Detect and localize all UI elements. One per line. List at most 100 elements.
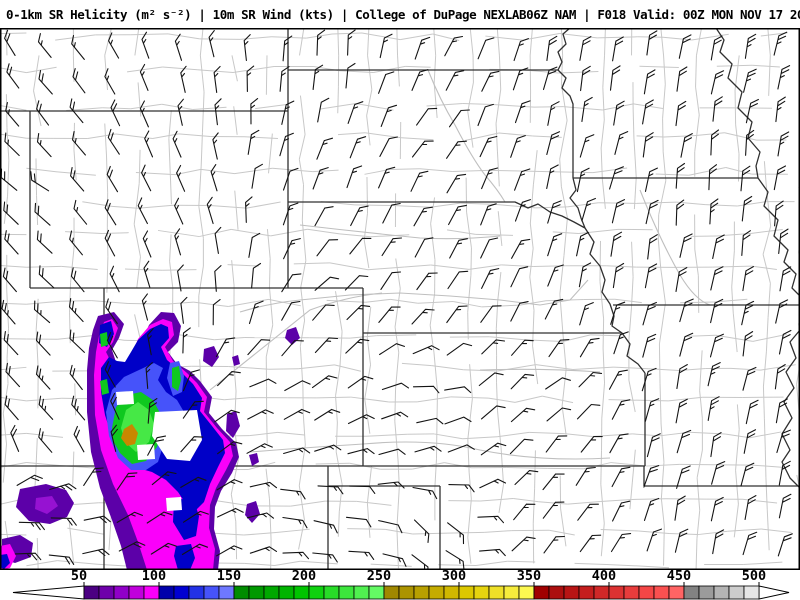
wind-barb bbox=[642, 99, 654, 125]
wind-barb bbox=[778, 493, 792, 519]
colorbar-segment bbox=[308, 585, 325, 600]
wind-barb bbox=[478, 372, 504, 387]
wind-barb bbox=[214, 409, 240, 423]
wind-barb bbox=[449, 238, 468, 259]
colorbar-label: 150 bbox=[217, 570, 241, 584]
wind-barb bbox=[710, 298, 724, 324]
colorbar-segment bbox=[608, 585, 625, 600]
wind-barb bbox=[116, 511, 143, 523]
wind-barb bbox=[778, 460, 791, 486]
wind-barb bbox=[514, 100, 531, 124]
wind-barb bbox=[710, 129, 720, 156]
wind-barb bbox=[214, 265, 222, 292]
wind-barb bbox=[251, 262, 262, 289]
wind-barb bbox=[347, 29, 356, 56]
wind-barb bbox=[68, 297, 84, 323]
wind-barb bbox=[779, 266, 792, 292]
wind-barb bbox=[510, 135, 526, 158]
wind-barb bbox=[180, 436, 204, 453]
colorbar-label: 300 bbox=[442, 570, 466, 584]
colorbar-segment bbox=[548, 585, 565, 600]
wind-barb bbox=[83, 515, 111, 524]
helicity-region-purple-speck-1 bbox=[203, 346, 219, 367]
colorbar-segment bbox=[668, 585, 685, 600]
wind-barb bbox=[213, 65, 221, 93]
wind-barb bbox=[708, 164, 718, 191]
wind-barb bbox=[642, 301, 657, 326]
wind-barb bbox=[411, 308, 435, 325]
colorbar-segment bbox=[533, 585, 550, 600]
wind-barb bbox=[69, 364, 83, 391]
wind-barb bbox=[410, 170, 429, 192]
wind-barb bbox=[710, 496, 724, 522]
wind-barb bbox=[378, 520, 403, 534]
wind-barb bbox=[480, 237, 499, 259]
wind-barb bbox=[675, 398, 688, 424]
header-bar: 0-1km SR Helicity (m² s⁻²) | 10m SR Wind… bbox=[0, 0, 800, 28]
wind-barb bbox=[446, 305, 468, 324]
wind-barb bbox=[448, 204, 467, 226]
wind-barb bbox=[740, 462, 755, 487]
wind-barb bbox=[314, 206, 334, 227]
wind-barb bbox=[36, 132, 52, 158]
wind-barb bbox=[347, 448, 375, 455]
wind-barb bbox=[444, 35, 464, 57]
wind-barb bbox=[146, 511, 173, 524]
wind-barb bbox=[480, 405, 506, 420]
wind-barb bbox=[348, 550, 375, 560]
colorbar-segment bbox=[83, 585, 100, 600]
wind-barb bbox=[345, 62, 356, 89]
wind-barb bbox=[104, 199, 117, 226]
wind-barb bbox=[279, 66, 290, 92]
colorbar-segment bbox=[458, 585, 475, 600]
wind-barb bbox=[139, 100, 149, 128]
wind-barb bbox=[546, 35, 558, 62]
wind-barb bbox=[3, 330, 19, 356]
wind-barb bbox=[609, 166, 624, 190]
wind-barb bbox=[511, 339, 534, 356]
wind-barb bbox=[745, 399, 759, 425]
wind-barb bbox=[513, 503, 536, 521]
wind-barb bbox=[709, 198, 719, 225]
wind-barb bbox=[69, 98, 84, 124]
wind-barb bbox=[110, 424, 118, 452]
wind-barb bbox=[5, 101, 20, 127]
wind-barb bbox=[741, 195, 753, 222]
colorbar-segment bbox=[428, 585, 445, 600]
wind-barb bbox=[38, 428, 53, 453]
wind-barb bbox=[180, 296, 188, 324]
colorbar-segment bbox=[728, 585, 745, 600]
wind-barb bbox=[412, 385, 440, 394]
colorbar-segment bbox=[113, 585, 130, 600]
colorbar-segment bbox=[143, 585, 160, 600]
wind-barb bbox=[4, 132, 20, 157]
wind-barb bbox=[542, 501, 565, 519]
wind-barb bbox=[741, 300, 755, 326]
wind-barb bbox=[576, 403, 601, 420]
wind-barb bbox=[679, 233, 693, 258]
wind-barb bbox=[480, 203, 497, 226]
wind-barb bbox=[579, 337, 600, 358]
helicity-region-purple-speck-6 bbox=[232, 355, 240, 366]
wind-barb bbox=[609, 65, 621, 91]
colorbar-segment bbox=[683, 585, 700, 600]
wind-barb bbox=[217, 441, 243, 455]
wind-barb bbox=[710, 432, 722, 458]
wind-barb bbox=[777, 65, 791, 90]
wind-barb bbox=[413, 206, 433, 227]
wind-barb bbox=[514, 470, 539, 486]
wind-barb bbox=[38, 395, 54, 420]
wind-barb bbox=[279, 132, 294, 157]
wind-barb bbox=[444, 386, 472, 394]
wind-barb bbox=[147, 328, 154, 356]
colorbar-segment bbox=[623, 585, 640, 600]
wind-barb bbox=[249, 546, 278, 554]
wind-barb bbox=[349, 136, 367, 159]
colorbar-segment bbox=[383, 585, 400, 600]
wind-barb bbox=[773, 165, 787, 191]
wind-barb bbox=[246, 65, 255, 93]
wind-barb bbox=[110, 392, 120, 420]
wind-barb bbox=[316, 239, 339, 257]
wind-barb bbox=[612, 262, 625, 289]
wind-barb bbox=[108, 32, 120, 59]
